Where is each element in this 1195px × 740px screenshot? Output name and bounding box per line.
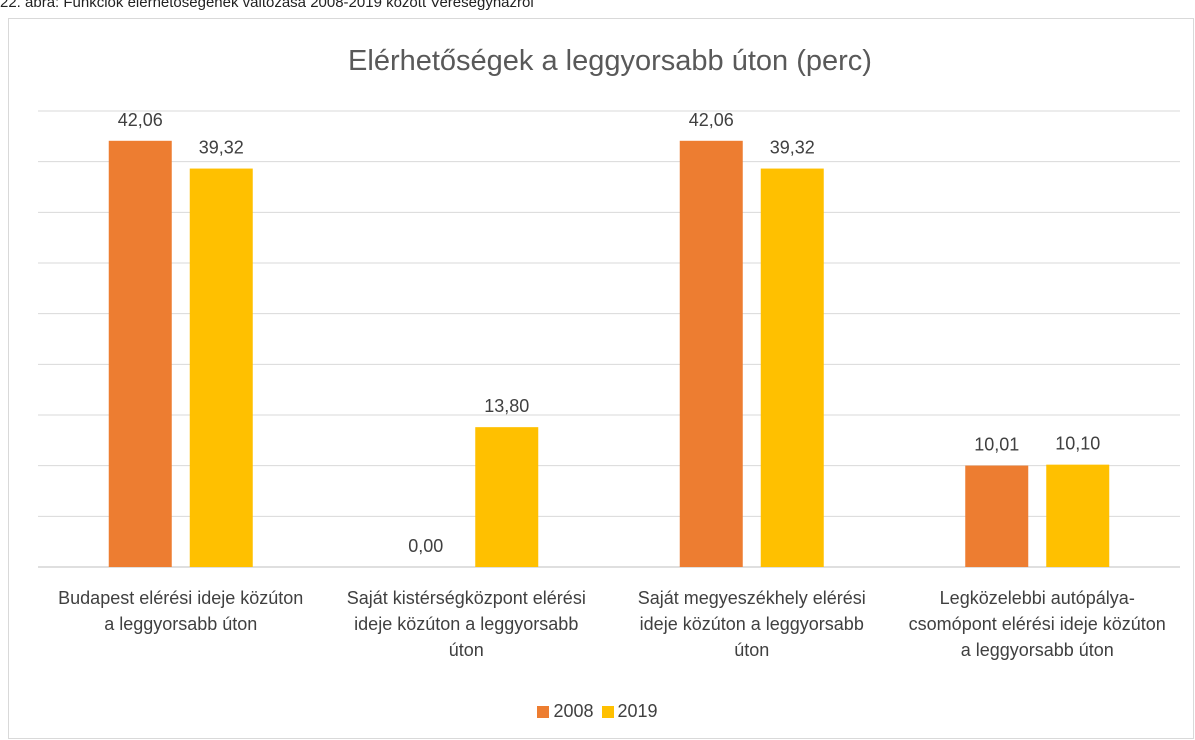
chart-frame xyxy=(8,18,1194,739)
x-tick-label: Saját kistérségközpont elérési ideje köz… xyxy=(346,588,586,660)
legend-swatch xyxy=(537,705,550,718)
data-label: 42,06 xyxy=(689,110,734,130)
bar xyxy=(189,168,253,568)
chart-title: Elérhetőségek a leggyorsabb úton (perc) xyxy=(348,45,872,77)
legend-item: 2019 xyxy=(601,701,658,722)
x-tick-label: Budapest elérési ideje közúton a leggyor… xyxy=(58,588,304,634)
legend-swatch xyxy=(601,705,614,718)
bar xyxy=(965,465,1029,567)
legend: 2008 2019 xyxy=(0,701,1195,723)
data-label: 39,32 xyxy=(199,138,244,158)
legend-item: 2008 xyxy=(537,701,594,722)
data-label: 0,00 xyxy=(408,536,443,556)
legend-label: 2019 xyxy=(617,701,658,721)
bar xyxy=(475,427,539,567)
bar xyxy=(108,140,172,568)
legend-label: 2008 xyxy=(553,701,594,721)
bar xyxy=(679,140,743,568)
x-tick-label: Legközelebbi autópálya-csomópont elérési… xyxy=(908,588,1166,660)
data-label: 10,01 xyxy=(974,435,1019,455)
data-label: 13,80 xyxy=(484,396,529,416)
x-tick-label: Saját megyeszékhely elérési ideje közúto… xyxy=(637,588,866,660)
data-label: 10,10 xyxy=(1055,434,1100,454)
caption: 22. ábra: Funkciók elérhetőségének válto… xyxy=(0,0,534,11)
bar xyxy=(1046,464,1110,567)
data-label: 42,06 xyxy=(118,110,163,130)
data-label: 39,32 xyxy=(770,138,815,158)
bar xyxy=(760,168,824,568)
